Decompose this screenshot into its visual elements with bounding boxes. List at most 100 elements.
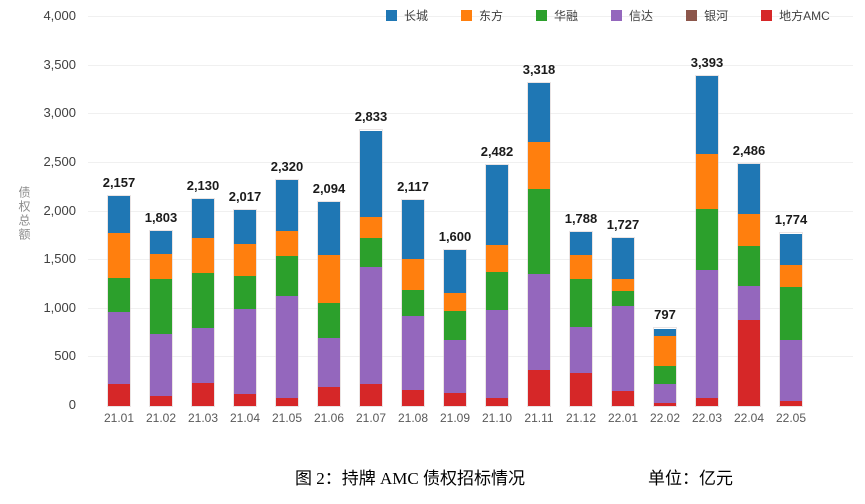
bar-segment-东方 <box>402 259 424 290</box>
x-axis-tick-label: 21.04 <box>229 411 261 425</box>
y-axis-tick-label: 3,500 <box>43 56 76 72</box>
bar-group-21.02 <box>149 229 173 407</box>
legend-swatch-icon <box>761 10 773 21</box>
bar-group-21.05 <box>275 179 299 407</box>
bar-segment-东方 <box>528 141 550 189</box>
bar-segment-东方 <box>738 213 760 247</box>
bar-segment-长城 <box>150 230 172 254</box>
bar-total-label: 2,117 <box>397 179 429 195</box>
bar-total-label: 1,803 <box>144 209 178 225</box>
y-axis-tick-label: 500 <box>54 348 76 364</box>
bar-group-22.05 <box>779 232 803 407</box>
x-axis-tick-label: 21.05 <box>271 411 303 425</box>
bar-segment-华融 <box>318 302 340 338</box>
bar-segment-长城 <box>276 180 298 232</box>
bar-total-label: 2,482 <box>480 143 514 159</box>
bar-segment-东方 <box>654 335 676 366</box>
bar-group-21.07 <box>359 129 383 407</box>
x-axis-tick-label: 21.09 <box>439 411 471 425</box>
bar-segment-长城 <box>612 238 634 279</box>
bar-total-label: 3,318 <box>522 62 556 78</box>
bar-segment-长城 <box>402 200 424 260</box>
bar-segment-地方AMC <box>654 402 676 406</box>
y-axis-tick-label: 2,000 <box>43 202 76 218</box>
bar-segment-华融 <box>444 311 466 340</box>
bar-segment-长城 <box>528 83 550 142</box>
bar-segment-华融 <box>528 188 550 274</box>
bar-segment-华融 <box>402 289 424 317</box>
bar-segment-信达 <box>444 339 466 393</box>
bar-segment-东方 <box>360 216 382 238</box>
bar-segment-华融 <box>486 272 508 311</box>
bar-segment-华融 <box>780 287 802 340</box>
bar-total-label: 1,727 <box>606 217 640 233</box>
bar-segment-东方 <box>570 255 592 280</box>
bar-segment-华融 <box>570 279 592 328</box>
legend-item-地方AMC: 地方AMC <box>761 7 830 24</box>
bar-segment-东方 <box>192 237 214 273</box>
legend-item-华融: 华融 <box>536 7 578 24</box>
x-axis-tick-label: 21.07 <box>355 411 387 425</box>
unit-label: 单位：亿元 <box>648 469 733 488</box>
x-axis-tick-label: 21.12 <box>565 411 597 425</box>
bar-segment-东方 <box>696 154 718 210</box>
bar-segment-地方AMC <box>150 395 172 406</box>
bar-segment-信达 <box>528 273 550 371</box>
bar-segment-信达 <box>402 316 424 390</box>
legend-swatch-icon <box>536 10 548 21</box>
bar-total-label: 797 <box>654 307 676 323</box>
bar-group-22.01 <box>611 237 635 407</box>
legend-item-银河: 银河 <box>686 7 728 24</box>
bar-group-21.03 <box>191 197 215 407</box>
bar-segment-地方AMC <box>108 383 130 406</box>
bar-segment-华融 <box>108 278 130 312</box>
bar-segment-信达 <box>654 383 676 403</box>
legend-label: 长城 <box>404 9 429 23</box>
x-axis-tick-label: 21.03 <box>187 411 219 425</box>
bar-segment-地方AMC <box>276 397 298 406</box>
legend-label: 东方 <box>479 9 504 23</box>
gridline <box>88 64 853 66</box>
gridline <box>88 307 853 309</box>
x-axis-tick-label: 21.11 <box>524 411 554 425</box>
gridline <box>88 356 853 358</box>
bar-segment-东方 <box>276 231 298 257</box>
gridline <box>88 210 853 212</box>
x-axis-tick-label: 22.05 <box>775 411 807 425</box>
legend-swatch-icon <box>686 10 698 21</box>
bar-segment-地方AMC <box>486 398 508 406</box>
bar-segment-地方AMC <box>192 382 214 406</box>
bar-group-21.12 <box>569 231 593 407</box>
bar-total-label: 3,393 <box>690 55 724 71</box>
gridline <box>88 259 853 261</box>
x-axis-tick-label: 21.01 <box>103 411 135 425</box>
bar-segment-东方 <box>234 244 256 276</box>
bar-group-21.09 <box>443 249 467 407</box>
y-axis-title: 债权总额 <box>17 186 31 242</box>
bar-segment-信达 <box>234 308 256 395</box>
bar-segment-信达 <box>738 285 760 320</box>
bar-group-21.06 <box>317 201 341 407</box>
bar-total-label: 2,017 <box>228 188 262 204</box>
bar-segment-华融 <box>738 246 760 286</box>
legend-item-东方: 东方 <box>461 7 503 24</box>
legend-swatch-icon <box>461 10 473 21</box>
bar-segment-信达 <box>108 311 130 384</box>
bar-segment-长城 <box>780 233 802 265</box>
legend-swatch-icon <box>611 10 623 21</box>
bar-segment-东方 <box>780 264 802 288</box>
bar-group-21.11 <box>527 82 551 407</box>
bar-segment-华融 <box>234 275 256 309</box>
bar-segment-东方 <box>612 278 634 292</box>
y-axis-tick-label: 2,500 <box>43 153 76 169</box>
x-axis-tick-label: 21.02 <box>145 411 177 425</box>
bar-segment-地方AMC <box>696 398 718 406</box>
y-axis-tick-label: 0 <box>68 397 76 412</box>
x-axis-tick-label: 22.03 <box>691 411 723 425</box>
bar-group-21.01 <box>107 195 131 407</box>
bar-segment-长城 <box>696 76 718 155</box>
bar-group-21.04 <box>233 208 257 407</box>
bar-group-22.02 <box>653 327 677 407</box>
legend-item-长城: 长城 <box>386 7 428 24</box>
